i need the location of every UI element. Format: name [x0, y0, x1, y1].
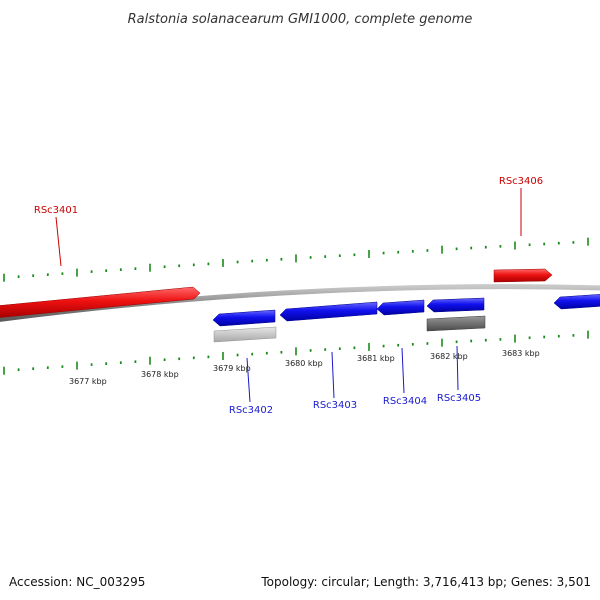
- genome-summary-text: Topology: circular; Length: 3,716,413 bp…: [260, 575, 591, 589]
- forward-tick-marks: [3, 237, 589, 282]
- kbp-label-3682: 3682 kbp: [430, 352, 468, 361]
- gene-label-rsc3401[interactable]: RSc3401: [34, 205, 78, 216]
- accession-text: Accession: NC_003295: [9, 575, 145, 589]
- reverse-tick-marks: [3, 330, 589, 375]
- gene-arrow-rsc3404[interactable]: [376, 299, 425, 316]
- gene-label-rsc3405[interactable]: RSc3405: [437, 393, 481, 404]
- leader-line-rsc3403: [331, 351, 335, 399]
- gene-label-rsc3404[interactable]: RSc3404: [383, 396, 427, 407]
- kbp-label-3677: 3677 kbp: [69, 377, 107, 386]
- genome-title: Ralstonia solanacearum GMI1000, complete…: [128, 12, 473, 27]
- leader-line-rsc3405: [456, 345, 459, 391]
- gene-label-rsc3402[interactable]: RSc3402: [229, 405, 273, 416]
- leader-line-rsc3401: [55, 216, 62, 267]
- gene-label-rsc3403[interactable]: RSc3403: [313, 400, 357, 411]
- gene-label-rsc3406[interactable]: RSc3406: [499, 176, 543, 187]
- gene-arrow-rsc3405[interactable]: [426, 297, 485, 313]
- kbp-label-3679: 3679 kbp: [213, 364, 251, 373]
- kbp-label-3683: 3683 kbp: [502, 349, 540, 358]
- gene-arrow-unlabeled[interactable]: [553, 294, 600, 310]
- gene-arrow-rsc3406[interactable]: [493, 268, 553, 283]
- kbp-label-3678: 3678 kbp: [141, 370, 179, 379]
- gene-arrow-rsc3401[interactable]: [0, 286, 201, 318]
- leader-line-rsc3404: [401, 347, 405, 394]
- kbp-label-3681: 3681 kbp: [357, 354, 395, 363]
- feature-bar-light[interactable]: [213, 326, 277, 343]
- kbp-label-3680: 3680 kbp: [285, 359, 323, 368]
- gene-arrow-rsc3402[interactable]: [212, 309, 276, 327]
- leader-line-rsc3402: [246, 357, 251, 403]
- feature-bar-dark[interactable]: [426, 315, 486, 332]
- gene-arrow-rsc3403[interactable]: [279, 301, 378, 322]
